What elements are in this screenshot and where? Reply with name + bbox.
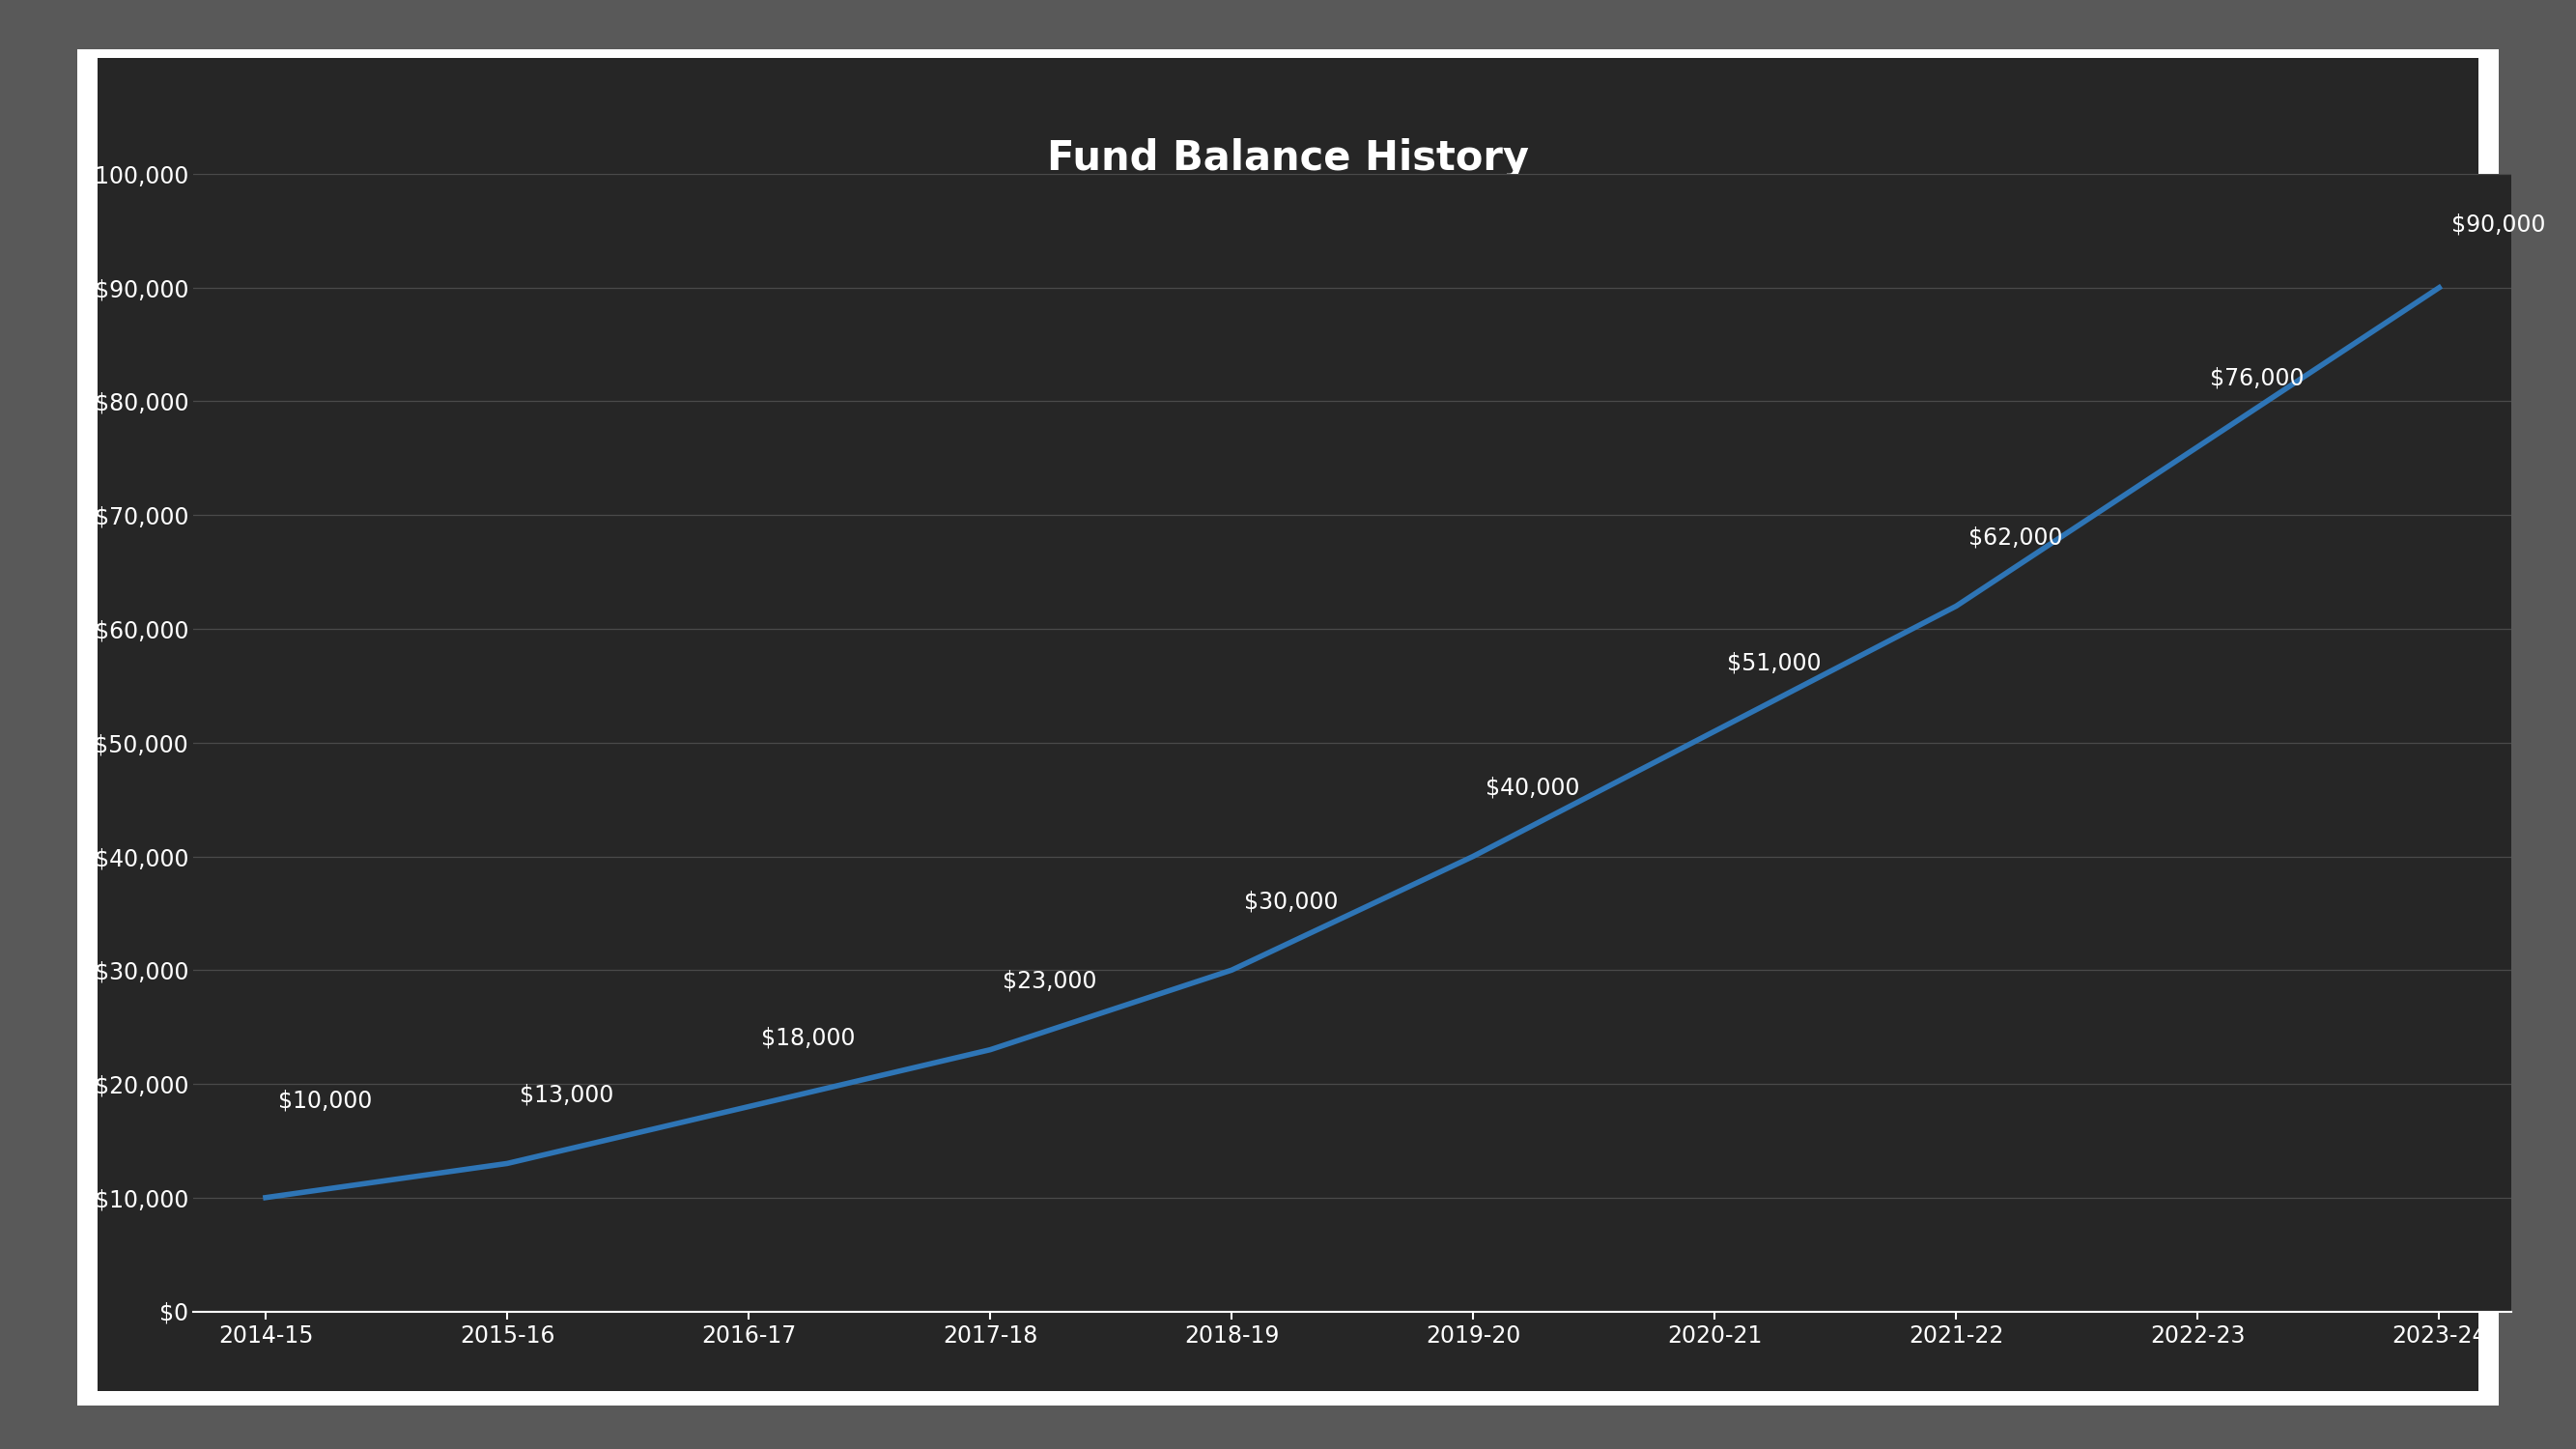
Text: $76,000: $76,000: [2210, 367, 2303, 390]
Text: $51,000: $51,000: [1726, 651, 1821, 674]
Text: Fund Balance History: Fund Balance History: [1046, 138, 1530, 178]
Text: $18,000: $18,000: [760, 1026, 855, 1049]
Text: $40,000: $40,000: [1486, 777, 1579, 800]
Text: $13,000: $13,000: [520, 1084, 613, 1107]
Text: 2014-2024: 2014-2024: [1167, 232, 1409, 272]
Text: $23,000: $23,000: [1002, 969, 1097, 993]
Text: $30,000: $30,000: [1244, 890, 1337, 913]
Text: $62,000: $62,000: [1968, 526, 2063, 549]
Text: $90,000: $90,000: [2452, 213, 2545, 236]
Text: $10,000: $10,000: [278, 1090, 371, 1113]
